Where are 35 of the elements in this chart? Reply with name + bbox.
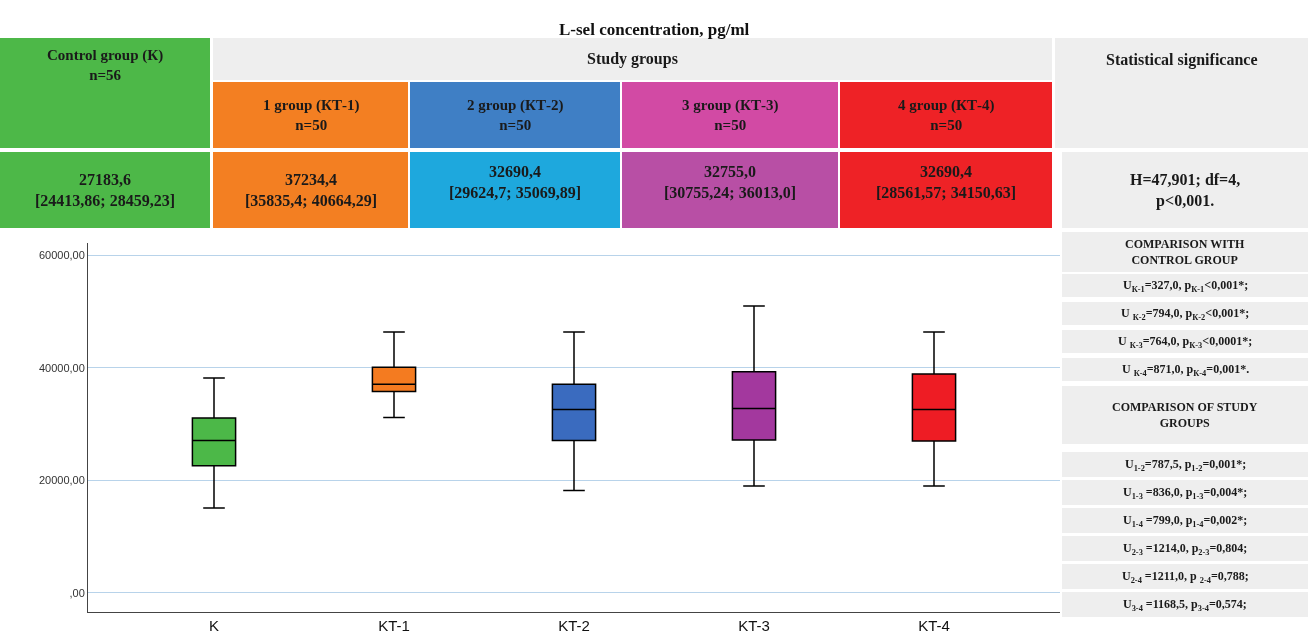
text: COMPARISON WITH CONTROL GROUP (1125, 237, 1245, 267)
text: U$_{К-1}$=327,0, p$_{К-1}$<0,001*; (1123, 278, 1249, 294)
x-tick-label: KT-4 (918, 617, 950, 634)
x-tick-label: KT-1 (378, 617, 410, 634)
text: U$_{1-3}$ =836,0, p$_{1-3}$=0,004*; (1123, 485, 1248, 501)
x-tick-label: KT-3 (738, 617, 770, 634)
y-tick-label: 20000,00 (38, 474, 85, 487)
text: 32755,0 [30755,24; 36013,0] (664, 163, 796, 201)
text: Study groups (587, 50, 678, 68)
chart-title: L-sel concentration, pg/ml (559, 20, 750, 39)
x-tick-label: KT-2 (558, 617, 590, 634)
text: U$_{2-3}$ =1214,0, p$_{2-3}$=0,804; (1123, 541, 1248, 557)
text: 3 group (КТ-3) n=50 (682, 97, 779, 133)
text: 37234,4 [35835,4; 40664,29] (245, 171, 377, 209)
text: U $_{К-4}$=871,0, p$_{К-4}$=0,001*. (1122, 362, 1250, 378)
text: 4 group (КТ-4) n=50 (898, 97, 995, 133)
text: U $_{К-3}$=764,0, p$_{К-3}$<0,0001*; (1118, 334, 1253, 350)
text: 2 group (КТ-2) n=50 (467, 97, 564, 133)
y-tick-label: 40000,00 (38, 361, 85, 374)
text: U$_{2-4}$ =1211,0, p $_{2-4}$=0,788; (1122, 569, 1249, 585)
text: COMPARISON OF STUDY GROUPS (1112, 400, 1258, 430)
text: Statistical significance (1106, 51, 1258, 69)
y-tick-label: ,00 (69, 586, 85, 599)
y-tick-label: 60000,00 (38, 249, 85, 262)
text: 32690,4 [28561,57; 34150,63] (876, 163, 1016, 201)
text: Control group (К) n=56 (47, 47, 164, 83)
text: U$_{1-4}$ =799,0, p$_{1-4}$=0,002*; (1123, 513, 1248, 529)
text: 32690,4 [29624,7; 35069,89] (449, 163, 581, 201)
text: U$_{1-2}$=787,5, p$_{1-2}$=0,001*; (1125, 457, 1247, 473)
text: 27183,6 [24413,86; 28459,23] (35, 171, 175, 209)
text: 1 group (КТ-1) n=50 (263, 97, 360, 133)
text: U $_{К-2}$=794,0, p$_{К-2}$<0,001*; (1121, 306, 1250, 322)
text: U$_{3-4}$ =1168,5, p$_{3-4}$=0,574; (1123, 597, 1247, 613)
text: H=47,901; df=4, p<0,001. (1130, 171, 1241, 210)
x-tick-label: K (208, 617, 220, 634)
